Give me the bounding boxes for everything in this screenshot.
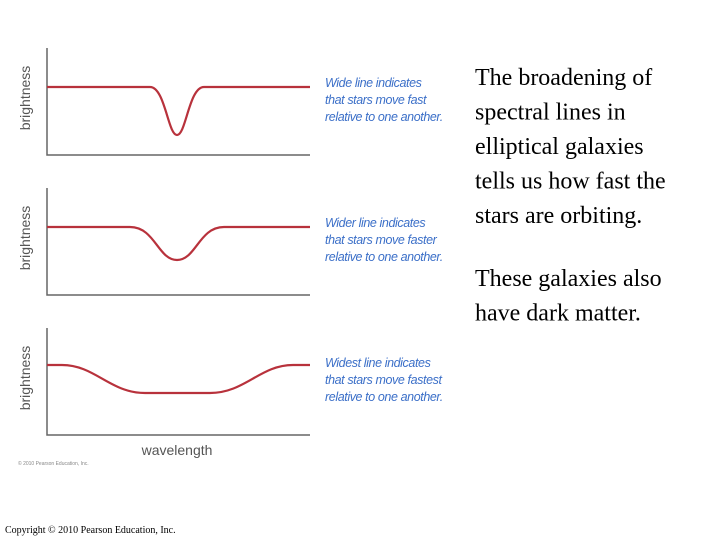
axis [46,48,310,156]
body-text-line: The broadening of [475,65,652,91]
x-axis-label: wavelength [141,442,213,458]
body-text-line: elliptical galaxies [475,134,644,160]
caption-line: Wide line indicates [325,76,422,90]
caption-line: that stars move fast [325,93,427,107]
panel [46,188,310,296]
body-text-line: spectral lines in [475,100,626,126]
caption-line: relative to one another. [325,110,443,124]
body-text-line: stars are orbiting. [475,203,642,229]
caption-line: Wider line indicates [325,216,425,230]
y-axis-label: brightness [17,346,33,411]
credit: © 2010 Pearson Education, Inc. [18,460,89,467]
spectral-line [47,363,310,395]
panel [46,48,310,156]
caption-line: relative to one another. [325,250,443,264]
caption-line: relative to one another. [325,390,443,404]
body-text-line: These galaxies also [475,266,662,292]
spectral-line [47,225,310,262]
body-text-line: tells us how fast the [475,169,666,195]
body-text-line: have dark matter. [475,301,641,327]
spectral-line [47,85,310,137]
y-axis-label: brightness [17,206,33,271]
caption-line: that stars move faster [325,233,438,247]
panel [46,328,310,436]
y-axis-label: brightness [17,66,33,131]
axis [46,328,310,436]
caption-line: that stars move fastest [325,373,442,387]
axis [46,188,310,296]
caption-line: Widest line indicates [325,356,431,370]
footer: Copyright © 2010 Pearson Education, Inc. [5,525,176,536]
